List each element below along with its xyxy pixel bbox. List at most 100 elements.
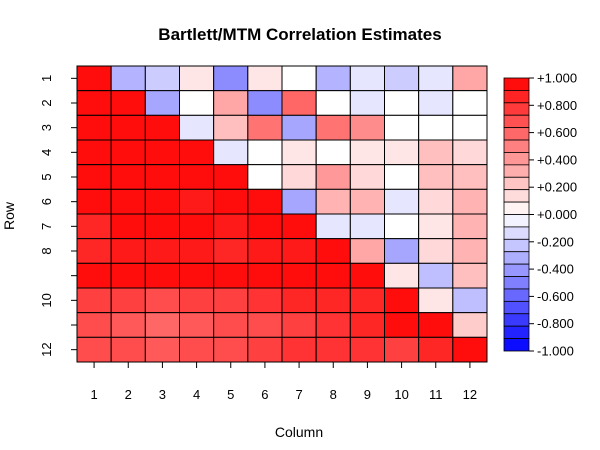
heatmap-cell xyxy=(349,238,386,264)
heatmap-cell xyxy=(76,164,112,190)
heatmap-cell xyxy=(76,114,112,141)
colorbar-swatch xyxy=(503,300,530,315)
heatmap-cell xyxy=(213,312,249,338)
heatmap-cell xyxy=(418,238,454,264)
heatmap-cell xyxy=(281,114,317,141)
heatmap-cell xyxy=(418,164,454,190)
heatmap-cell xyxy=(76,90,112,116)
colorbar-swatch xyxy=(503,152,530,166)
heatmap-cell xyxy=(281,65,317,92)
heatmap-cell xyxy=(213,188,249,215)
heatmap-cell xyxy=(452,65,488,92)
colorbar-tick-label: +0.200 xyxy=(537,180,577,195)
heatmap-cell xyxy=(384,312,420,338)
heatmap-cell xyxy=(110,114,146,141)
heatmap-cell xyxy=(213,238,249,264)
heatmap-cell xyxy=(349,336,386,363)
heatmap-cell xyxy=(452,262,488,289)
heatmap-cell xyxy=(281,287,317,314)
heatmap-cell xyxy=(110,262,146,289)
heatmap-cell xyxy=(418,90,454,116)
heatmap-cell xyxy=(247,238,283,264)
x-tick-label: 9 xyxy=(364,387,371,402)
heatmap-cell xyxy=(110,164,146,190)
heatmap-cell xyxy=(247,90,283,116)
x-tick-label: 1 xyxy=(90,387,97,402)
y-tick-label: 8 xyxy=(39,247,54,254)
heatmap-cell xyxy=(179,336,215,363)
heatmap-cell xyxy=(76,287,112,314)
heatmap-cell xyxy=(315,139,351,166)
colorbar-swatch xyxy=(503,226,530,240)
colorbar-swatch xyxy=(503,77,530,91)
y-tick-label: 12 xyxy=(39,342,54,356)
heatmap-cell xyxy=(144,336,180,363)
heatmap-cell xyxy=(144,262,180,289)
heatmap-cell xyxy=(247,312,283,338)
heatmap-cell xyxy=(281,312,317,338)
heatmap-cell xyxy=(384,65,420,92)
heatmap-cell xyxy=(179,287,215,314)
colorbar-tick-label: -1.000 xyxy=(537,344,574,359)
heatmap-cell xyxy=(110,336,146,363)
heatmap-cell xyxy=(315,312,351,338)
heatmap-cell xyxy=(110,238,146,264)
heatmap-cell xyxy=(384,114,420,141)
x-tick-label: 12 xyxy=(463,387,477,402)
x-tick-label: 8 xyxy=(330,387,337,402)
heatmap-cell xyxy=(247,139,283,166)
colorbar-swatch xyxy=(503,201,530,215)
heatmap-cell xyxy=(452,336,488,363)
heatmap-cell xyxy=(110,213,146,240)
heatmap-cell xyxy=(315,164,351,190)
heatmap-cell xyxy=(213,336,249,363)
y-axis-label: Row xyxy=(1,201,17,230)
y-tick-label: 3 xyxy=(39,124,54,131)
heatmap-cell xyxy=(179,65,215,92)
heatmap-cell xyxy=(418,65,454,92)
heatmap-cell xyxy=(76,312,112,338)
heatmap-cell xyxy=(144,164,180,190)
y-tick-label: 10 xyxy=(39,293,54,307)
heatmap-cell xyxy=(179,312,215,338)
heatmap-cell xyxy=(452,139,488,166)
x-tick-label: 2 xyxy=(125,387,132,402)
heatmap-cell xyxy=(452,287,488,314)
heatmap-cell xyxy=(281,139,317,166)
heatmap-cell xyxy=(315,114,351,141)
heatmap-cell xyxy=(452,164,488,190)
heatmap-cell xyxy=(349,90,386,116)
heatmap-cell xyxy=(384,238,420,264)
colorbar-swatch xyxy=(503,313,530,327)
heatmap-cell xyxy=(144,238,180,264)
heatmap-cell xyxy=(247,336,283,363)
heatmap-cell xyxy=(179,213,215,240)
heatmap-cell xyxy=(144,287,180,314)
heatmap-cell xyxy=(110,139,146,166)
heatmap-cell xyxy=(315,188,351,215)
colorbar-tick-label: +0.000 xyxy=(537,207,577,222)
heatmap-cell xyxy=(281,238,317,264)
y-tick-label: 4 xyxy=(39,149,54,156)
y-tick-label: 2 xyxy=(39,99,54,106)
heatmap-cell xyxy=(281,188,317,215)
y-tick-label: 1 xyxy=(39,75,54,82)
heatmap-cell xyxy=(315,90,351,116)
heatmap-cell xyxy=(349,262,386,289)
x-axis-ticks: 1 2 3 4 5 6 7 8 9 10 11 12 xyxy=(90,362,477,402)
heatmap-cell xyxy=(452,238,488,264)
heatmap-cell xyxy=(418,287,454,314)
heatmap-cell xyxy=(452,114,488,141)
colorbar-tick-label: +1.000 xyxy=(537,71,577,86)
colorbar-swatch xyxy=(503,238,530,253)
y-tick-label: 5 xyxy=(39,173,54,180)
heatmap-cell xyxy=(144,90,180,116)
heatmap-cell xyxy=(349,287,386,314)
heatmap-cell xyxy=(179,188,215,215)
colorbar: -1.000 -0.800 -0.600 -0.400 -0.200 +0.000 +0.2… xyxy=(503,71,577,359)
colorbar-swatch xyxy=(503,102,530,116)
heatmap-cell xyxy=(179,139,215,166)
heatmap-cell xyxy=(281,336,317,363)
heatmap-cell xyxy=(315,336,351,363)
